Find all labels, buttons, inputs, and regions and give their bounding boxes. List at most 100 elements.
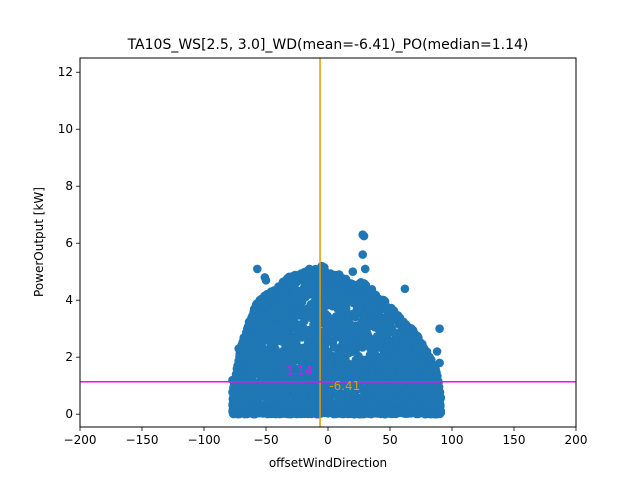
scatter-point bbox=[397, 364, 407, 374]
scatter-point bbox=[416, 341, 426, 351]
scatter-point bbox=[386, 371, 395, 381]
scatter-point bbox=[422, 389, 431, 399]
scatter-point bbox=[299, 311, 308, 321]
scatter-point bbox=[380, 319, 390, 328]
scatter-point bbox=[360, 264, 370, 274]
scatter-point bbox=[359, 311, 369, 321]
scatter-point bbox=[298, 391, 308, 401]
scatter-point bbox=[314, 332, 324, 342]
scatter-point bbox=[267, 339, 277, 348]
y-tick-label: 8 bbox=[65, 179, 73, 193]
scatter-point bbox=[296, 287, 306, 296]
scatter-point bbox=[280, 358, 289, 368]
x-tick-label: 100 bbox=[441, 433, 464, 447]
x-tick-label: −200 bbox=[64, 433, 97, 447]
scatter-point bbox=[228, 375, 237, 385]
scatter-point bbox=[311, 367, 320, 376]
scatter-point bbox=[234, 344, 243, 353]
scatter-point bbox=[355, 293, 365, 303]
scatter-point bbox=[309, 395, 319, 405]
scatter-point bbox=[297, 376, 307, 385]
scatter-point bbox=[334, 270, 344, 279]
scatter-point bbox=[321, 309, 330, 319]
scatter-point bbox=[299, 399, 309, 408]
scatter-point bbox=[329, 343, 339, 352]
scatter-point bbox=[311, 324, 320, 333]
scatter-point bbox=[435, 324, 444, 334]
median-label: 1.14 bbox=[286, 363, 313, 377]
scatter-point bbox=[295, 367, 304, 377]
scatter-point bbox=[414, 378, 424, 387]
scatter-point bbox=[327, 362, 336, 372]
y-tick-label: 2 bbox=[65, 350, 73, 364]
scatter-point bbox=[324, 391, 334, 400]
y-tick-label: 0 bbox=[65, 407, 73, 421]
scatter-point bbox=[289, 288, 298, 298]
chart-title: TA10S_WS[2.5, 3.0]_WD(mean=-6.41)_PO(med… bbox=[127, 37, 529, 53]
scatter-point bbox=[252, 264, 262, 274]
scatter-point bbox=[259, 390, 269, 400]
scatter-point bbox=[281, 327, 291, 337]
scatter-point bbox=[432, 347, 442, 356]
scatter-point bbox=[385, 326, 394, 336]
y-tick-label: 10 bbox=[58, 122, 73, 136]
scatter-point bbox=[262, 330, 272, 340]
mean-label: -6.41 bbox=[329, 379, 360, 393]
scatter-point bbox=[320, 263, 329, 272]
scatter-point bbox=[422, 397, 431, 407]
scatter-point bbox=[298, 323, 308, 332]
scatter-point bbox=[333, 351, 343, 361]
scatter-point bbox=[356, 342, 366, 351]
scatter-point bbox=[424, 382, 434, 392]
scatter-point bbox=[278, 349, 288, 359]
scatter-point bbox=[316, 385, 326, 395]
scatter-point bbox=[285, 367, 295, 376]
scatter-point bbox=[368, 367, 377, 377]
scatter-point bbox=[401, 386, 410, 396]
scatter-point bbox=[255, 295, 265, 305]
scatter-point bbox=[373, 388, 383, 398]
scatter-point bbox=[348, 267, 358, 277]
scatter-point bbox=[285, 384, 295, 394]
scatter-point bbox=[362, 373, 372, 383]
x-tick-label: −100 bbox=[188, 433, 221, 447]
scatter-point bbox=[322, 319, 331, 329]
scatter-point bbox=[435, 358, 444, 368]
scatter-point bbox=[239, 338, 248, 348]
scatter-points bbox=[228, 230, 446, 419]
scatter-point bbox=[355, 364, 365, 373]
scatter-point bbox=[351, 309, 361, 319]
scatter-point bbox=[385, 383, 394, 392]
scatter-point bbox=[331, 312, 341, 321]
scatter-point bbox=[251, 394, 260, 404]
scatter-point bbox=[365, 354, 375, 364]
scatter-point bbox=[280, 398, 290, 407]
scatter-point bbox=[249, 318, 258, 328]
scatter-point bbox=[359, 231, 369, 241]
scatter-point bbox=[254, 360, 263, 369]
scatter-point bbox=[346, 329, 356, 338]
scatter-point bbox=[436, 393, 446, 403]
scatter-point bbox=[355, 324, 365, 334]
scatter-point bbox=[266, 364, 275, 374]
scatter-point bbox=[264, 315, 274, 325]
scatter-point bbox=[282, 292, 291, 302]
scatter-point bbox=[331, 371, 340, 381]
scatter-point bbox=[338, 292, 348, 302]
scatter-point bbox=[374, 322, 383, 331]
scatter-point bbox=[343, 359, 353, 368]
scatter-point bbox=[364, 384, 374, 393]
scatter-point bbox=[382, 343, 392, 353]
scatter-point bbox=[253, 337, 262, 346]
scatter-point bbox=[251, 369, 260, 379]
scatter-point bbox=[305, 354, 315, 364]
scatter-point bbox=[347, 342, 356, 352]
scatter-point bbox=[358, 250, 368, 259]
scatter-point bbox=[344, 316, 353, 325]
scatter-point bbox=[400, 284, 410, 294]
scatter-point bbox=[253, 344, 263, 354]
scatter-point bbox=[322, 336, 332, 345]
x-tick-label: 50 bbox=[382, 433, 397, 447]
scatter-point bbox=[361, 329, 371, 338]
scatter-point bbox=[350, 373, 360, 382]
